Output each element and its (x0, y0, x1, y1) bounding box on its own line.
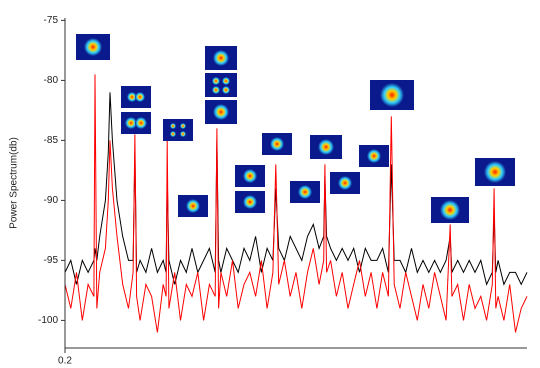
x-tick-label: 0.2 (58, 356, 72, 367)
y-tick-label: -85 (44, 135, 59, 146)
y-tick-label: -95 (44, 255, 59, 266)
y-tick-label: -100 (38, 315, 58, 326)
y-tick-label: -80 (44, 75, 59, 86)
y-axis-label: Power Spectrum(db) (9, 137, 20, 229)
mode-images (76, 34, 515, 223)
y-tick-label: -90 (44, 195, 59, 206)
chart: Power Spectrum(db) -75 -80 -85 -90 -95 -100 0.… (0, 0, 540, 368)
y-tick-label: -75 (44, 15, 59, 26)
